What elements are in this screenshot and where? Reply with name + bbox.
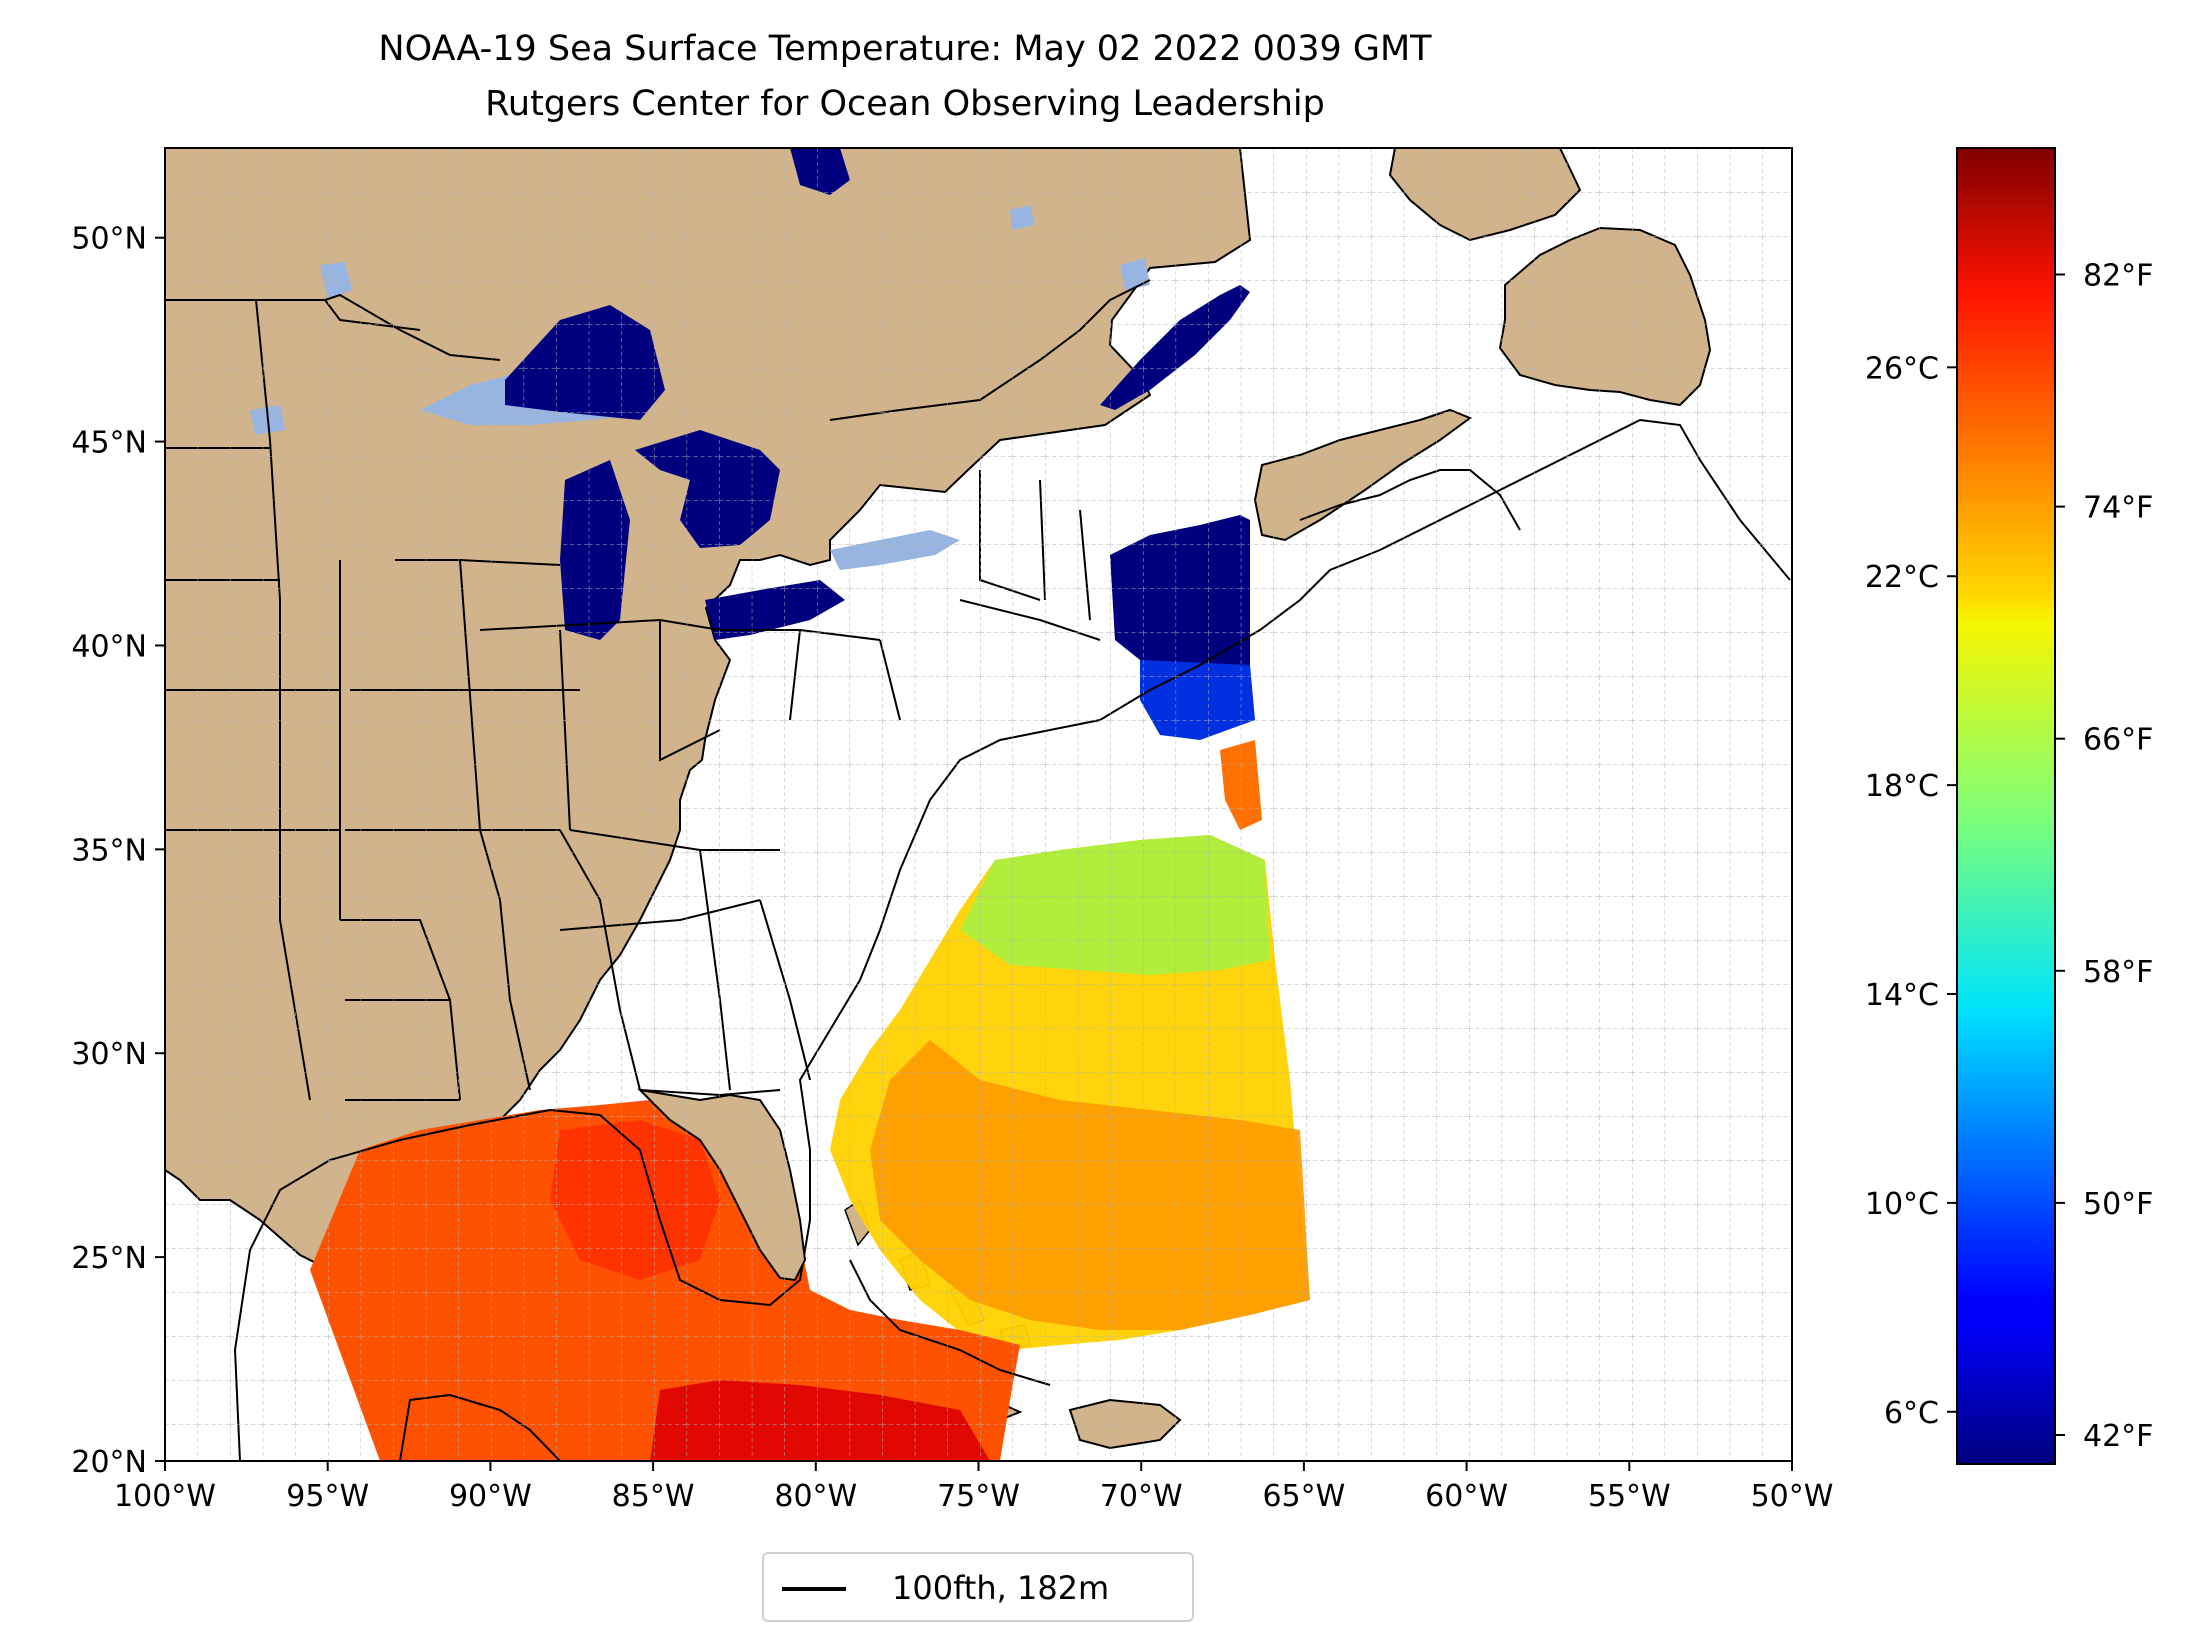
lat-tick-label: 30°N: [71, 1037, 147, 1072]
lat-tick-label: 20°N: [71, 1445, 147, 1480]
lon-tick-label: 60°W: [1425, 1479, 1508, 1514]
lon-tick-label: 100°W: [114, 1479, 216, 1514]
lat-tick-label: 25°N: [71, 1241, 147, 1276]
map-subtitle: Rutgers Center for Ocean Observing Leade…: [485, 84, 1325, 124]
colorbar: [1956, 147, 2056, 1465]
celsius-tick-label: 22°C: [1865, 560, 1939, 595]
celsius-tick-label: 10°C: [1865, 1187, 1939, 1222]
lon-tick-label: 90°W: [449, 1479, 532, 1514]
lon-tick-label: 85°W: [612, 1479, 695, 1514]
longitude-ticks: 100°W 95°W 90°W 85°W 80°W 75°W 70°W 65°W 60°W 55°…: [114, 1461, 1833, 1514]
map-title: NOAA-19 Sea Surface Temperature: May 02 …: [378, 29, 1432, 69]
legend: 100fth, 182m: [762, 1552, 1194, 1622]
colorbar-celsius-ticks: 6°C 10°C 14°C 18°C 22°C 26°C: [1865, 351, 1957, 1431]
fahrenheit-tick-label: 50°F: [2083, 1187, 2153, 1222]
celsius-tick-label: 18°C: [1865, 769, 1939, 804]
lat-tick-label: 35°N: [71, 833, 147, 868]
fahrenheit-tick-label: 82°F: [2083, 258, 2153, 293]
fahrenheit-tick-label: 58°F: [2083, 955, 2153, 990]
latitude-ticks: 20°N 25°N 30°N 35°N 40°N 45°N 50°N: [71, 222, 165, 1480]
lon-tick-label: 75°W: [937, 1479, 1020, 1514]
lon-tick-label: 95°W: [286, 1479, 369, 1514]
lon-tick-label: 65°W: [1262, 1479, 1345, 1514]
legend-label: 100fth, 182m: [892, 1569, 1110, 1607]
fahrenheit-tick-label: 66°F: [2083, 723, 2153, 758]
lon-tick-label: 80°W: [774, 1479, 857, 1514]
lon-tick-label: 50°W: [1751, 1479, 1834, 1514]
lat-tick-label: 45°N: [71, 426, 147, 461]
lon-tick-label: 70°W: [1100, 1479, 1183, 1514]
lat-tick-label: 40°N: [71, 629, 147, 664]
graticule: [165, 148, 1792, 1461]
lat-tick-label: 50°N: [71, 222, 147, 257]
map-area: [165, 148, 1792, 1461]
celsius-tick-label: 6°C: [1884, 1396, 1939, 1431]
celsius-tick-label: 26°C: [1865, 351, 1939, 386]
lon-tick-label: 55°W: [1588, 1479, 1671, 1514]
legend-line-swatch: [782, 1587, 846, 1591]
celsius-tick-label: 14°C: [1865, 978, 1939, 1013]
fahrenheit-tick-label: 74°F: [2083, 491, 2153, 526]
colorbar-fahrenheit-ticks: 42°F 50°F 58°F 66°F 74°F 82°F: [2055, 258, 2153, 1454]
fahrenheit-tick-label: 42°F: [2083, 1419, 2153, 1454]
